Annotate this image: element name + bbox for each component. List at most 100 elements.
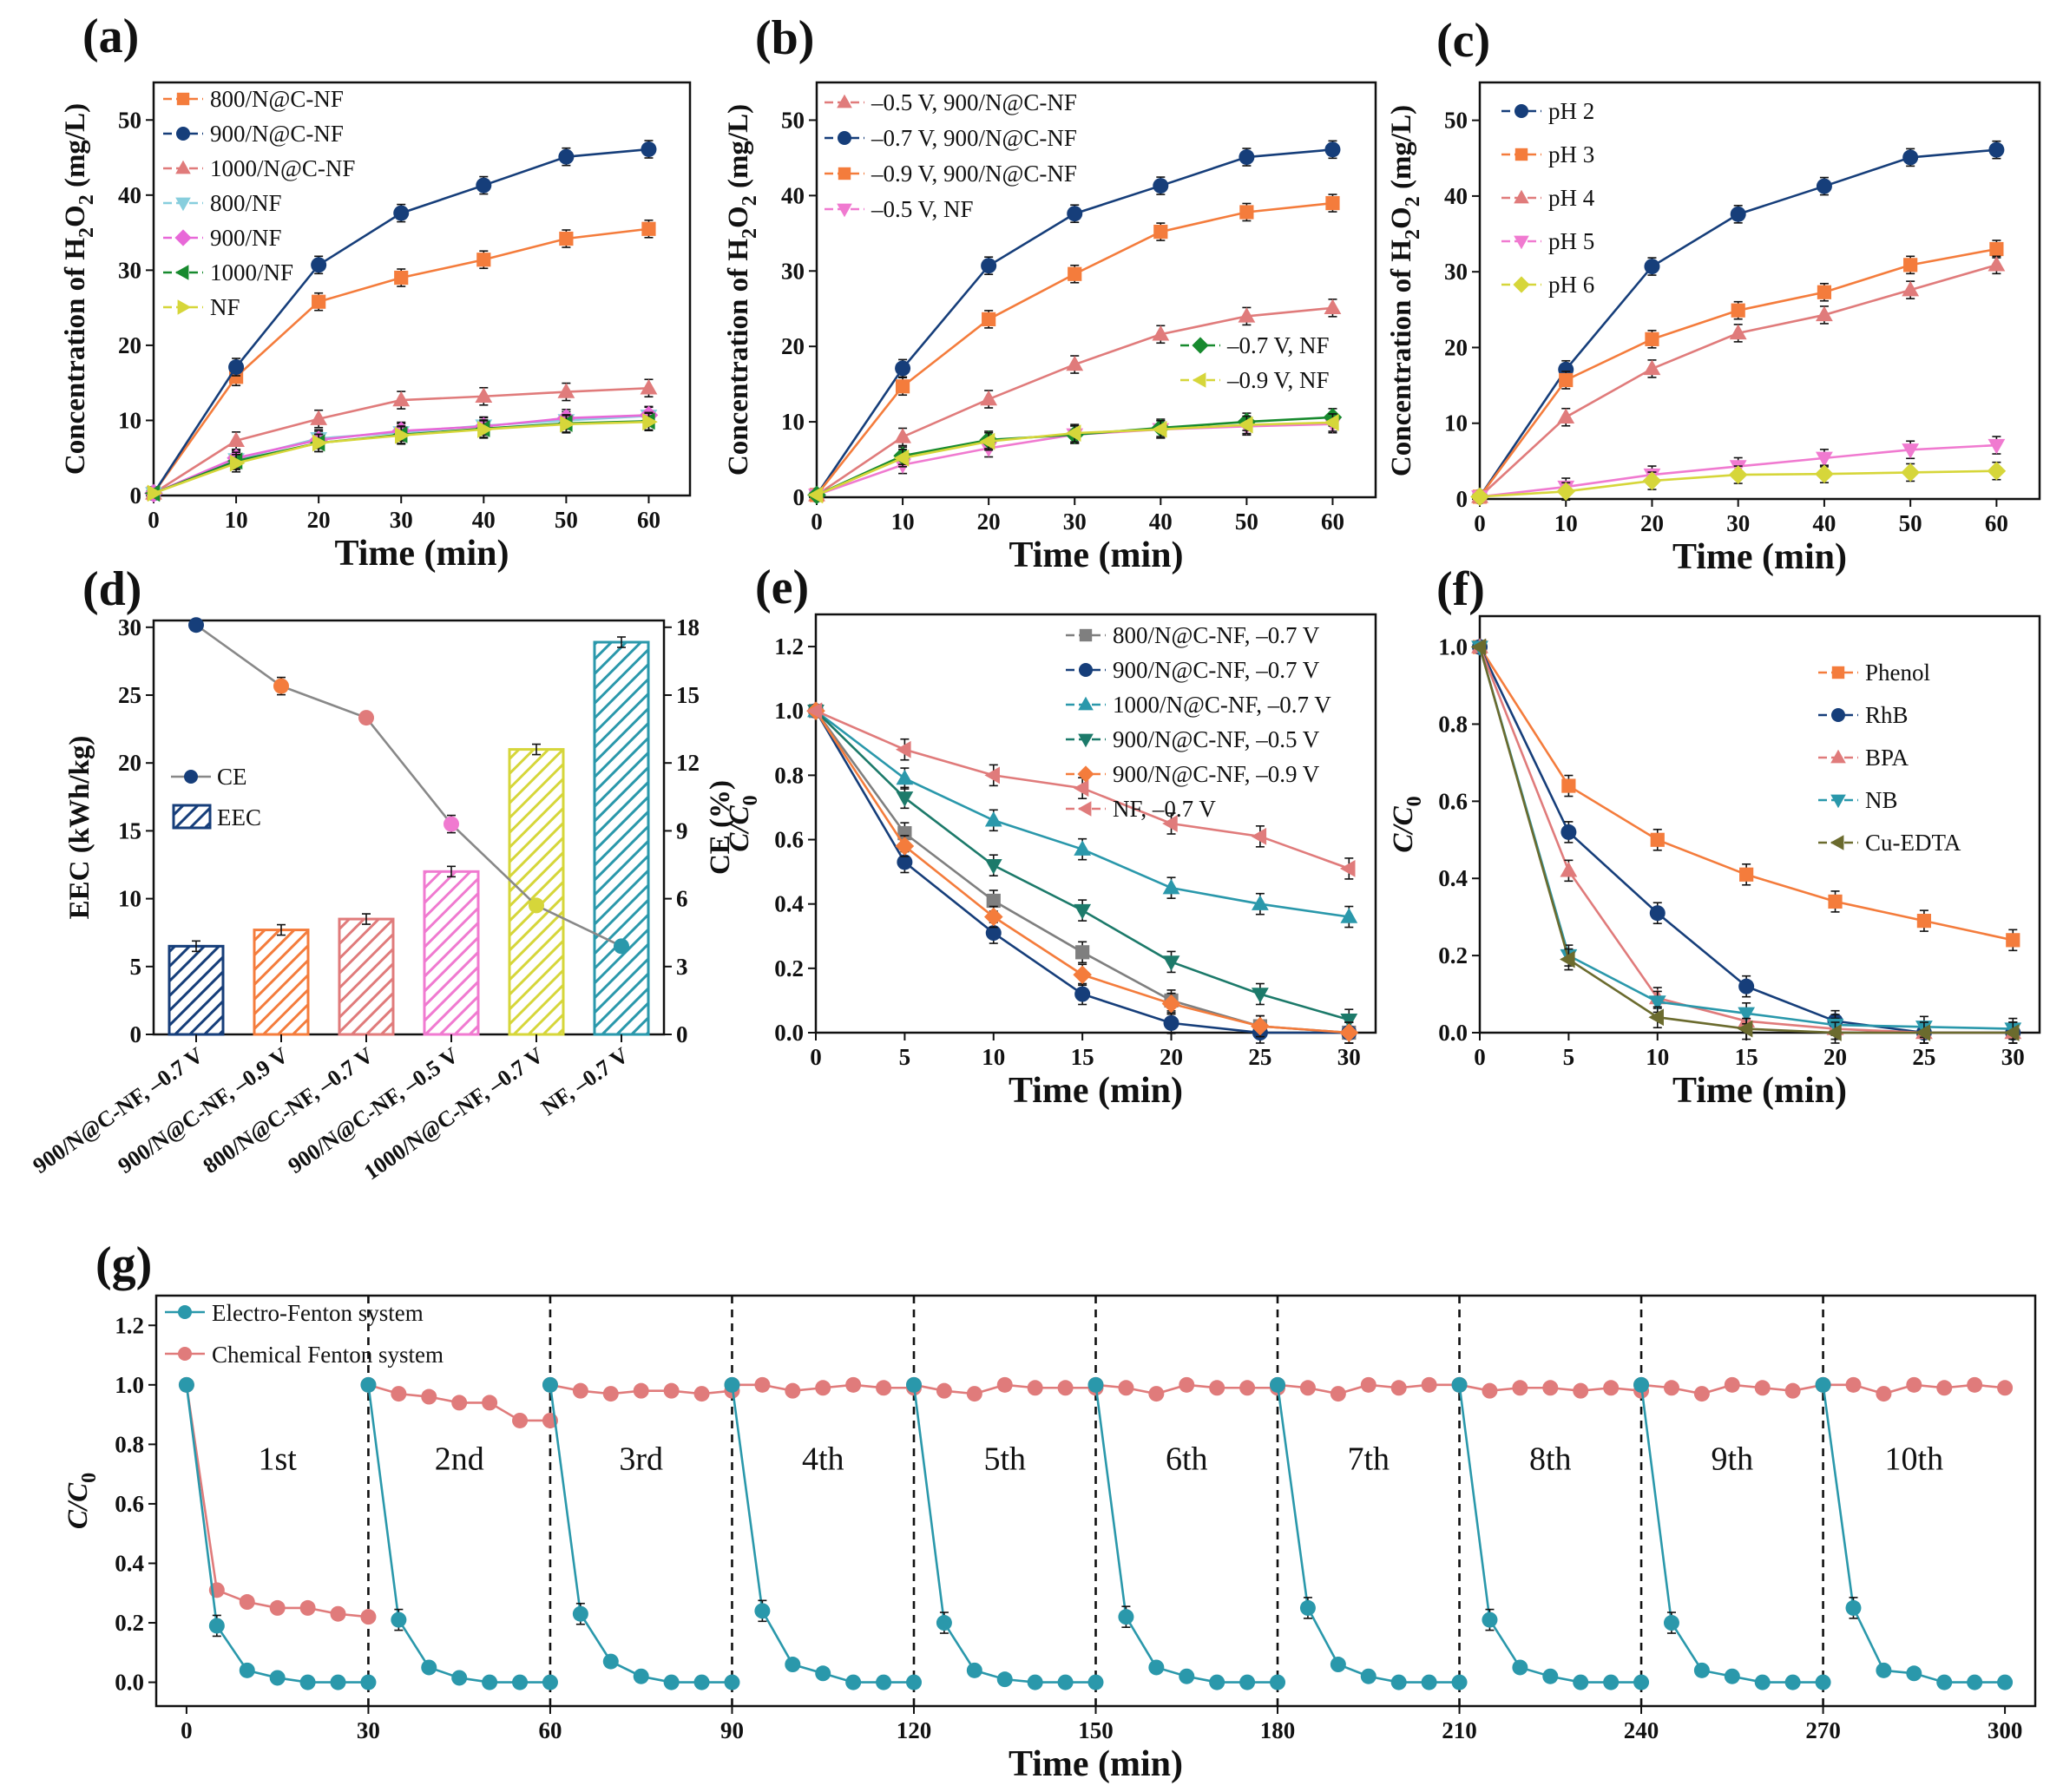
x-tick-label: 120 [897, 1717, 932, 1743]
data-point [1325, 195, 1340, 211]
legend-label: –0.9 V, 900/N@C-NF [871, 161, 1077, 187]
x-tick-label: 10 [1554, 510, 1578, 536]
data-point [1967, 1376, 1983, 1393]
data-point [227, 431, 245, 448]
y2-tick-label: 9 [676, 817, 688, 843]
data-point [1988, 141, 2005, 158]
series-line [1478, 646, 2014, 942]
data-point [1238, 307, 1256, 323]
legend-label: EEC [217, 804, 261, 830]
legend: pH 2 pH 3 pH 4 pH 5 pH 6 [1501, 98, 1595, 298]
data-point [1738, 978, 1755, 994]
panel-label: (d) [82, 562, 141, 616]
data-point [1153, 224, 1168, 240]
y-tick-label: 10 [118, 407, 141, 433]
data-point [895, 379, 910, 394]
legend-marker [1515, 104, 1528, 118]
series-cu-edta [1470, 638, 2020, 1044]
y-tick-label: 40 [118, 182, 141, 208]
legend-label: pH 3 [1548, 141, 1594, 167]
data-point [1906, 1376, 1922, 1393]
x-tick-label: 30 [390, 507, 413, 533]
data-point [1816, 451, 1833, 468]
data-point [1728, 465, 1748, 484]
data-point [477, 420, 493, 438]
data-point [1239, 1380, 1256, 1396]
data-point [966, 1662, 982, 1678]
data-point [693, 1674, 710, 1690]
data-point [897, 854, 913, 870]
data-point [1739, 867, 1754, 882]
cycle-label: 5th [983, 1441, 1026, 1478]
cycle-label: 8th [1529, 1441, 1572, 1478]
data-point [1421, 1376, 1437, 1393]
data-point [1967, 1674, 1983, 1690]
x-tick-label: 25 [1912, 1044, 1935, 1070]
y-tick-label: 20 [1444, 334, 1468, 360]
y-tick-label: 0 [130, 1021, 142, 1047]
y-tick-label: 30 [1444, 259, 1468, 285]
y-tick-label: 50 [781, 107, 805, 133]
legend-marker [176, 92, 190, 106]
data-point [1074, 903, 1092, 920]
data-point [754, 1376, 771, 1393]
data-point [421, 1659, 437, 1676]
x-tick-label: 30 [1337, 1044, 1361, 1070]
data-point [1068, 266, 1082, 281]
data-point [1118, 1609, 1134, 1625]
legend-label: 900/NF [210, 225, 282, 251]
data-point [1816, 178, 1832, 194]
y-tick-label: 1.2 [115, 1312, 144, 1338]
y-axis-title: C/C0 [724, 795, 762, 851]
legend-marker [838, 167, 851, 181]
data-point [996, 1671, 1013, 1688]
y-tick-label: 1.0 [115, 1372, 144, 1398]
data-point [1556, 482, 1576, 502]
data-point [269, 1599, 286, 1616]
x-tick-label: 40 [472, 507, 496, 533]
data-point [391, 1611, 407, 1628]
y-tick-label: 0.0 [115, 1670, 144, 1696]
legend: –0.5 V, 900/N@C-NF –0.7 V, 900/N@C-NF –0.9… [825, 89, 1077, 222]
data-point [981, 258, 997, 274]
data-point [1561, 778, 1576, 793]
legend-label: –0.7 V, NF [1226, 332, 1330, 358]
data-point [1902, 443, 1920, 459]
legend-marker [837, 94, 852, 108]
x-tick-label: 50 [1899, 510, 1922, 536]
data-point [475, 387, 493, 403]
y-tick-label: 1.2 [774, 633, 804, 660]
data-point [1360, 1376, 1377, 1393]
x-tick-label: 50 [1235, 509, 1258, 535]
series-line [1276, 1384, 1460, 1684]
series-800-nf [145, 406, 658, 502]
legend-marker [838, 131, 851, 145]
legend-label: pH 5 [1548, 228, 1594, 254]
legend-marker [1192, 337, 1209, 354]
data-point [229, 454, 246, 472]
legend-marker [1192, 372, 1206, 388]
data-point [980, 390, 998, 406]
series-line [549, 1384, 733, 1684]
data-point [1988, 255, 2006, 272]
y-tick-label: 0.2 [115, 1610, 144, 1636]
legend: 800/N@C-NF 900/N@C-NF 1000/N@C-NF 800/NF 900… [163, 86, 355, 320]
x-axis-title: Time (min) [1672, 1071, 1847, 1111]
data-point [572, 1382, 588, 1399]
data-point [895, 360, 911, 377]
x-tick-label: 60 [637, 507, 660, 533]
plot-frame [152, 81, 692, 497]
cycle-label: 2nd [435, 1441, 484, 1478]
data-point [1162, 815, 1178, 832]
plot-frame [1478, 614, 2041, 1034]
data-point [724, 1674, 740, 1690]
legend-label: NF [210, 294, 240, 320]
legend-label: 800/NF [210, 190, 282, 216]
data-point [311, 257, 327, 273]
x-tick-label: 20 [977, 509, 1001, 535]
plot-frame [814, 613, 1377, 1034]
data-point [1997, 1380, 2014, 1396]
y-tick-label: 10 [1444, 410, 1468, 437]
panel-d: (d) 0 5 10 15 20 25 30 0 3 6 9 12 15 18 EEC (kWh/kg) CE … [29, 562, 736, 1185]
